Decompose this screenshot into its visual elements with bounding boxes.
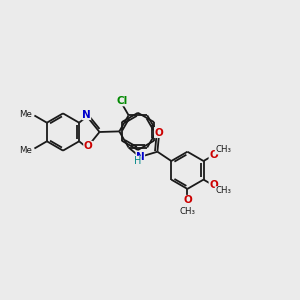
Text: O: O bbox=[209, 150, 218, 160]
Text: N: N bbox=[82, 110, 91, 120]
Text: O: O bbox=[183, 195, 192, 205]
Text: N: N bbox=[136, 152, 145, 162]
Text: CH₃: CH₃ bbox=[179, 207, 195, 216]
Text: Me: Me bbox=[19, 110, 32, 118]
Text: H: H bbox=[134, 156, 142, 166]
Text: Cl: Cl bbox=[117, 96, 128, 106]
Text: O: O bbox=[154, 128, 163, 137]
Text: O: O bbox=[84, 141, 92, 152]
Text: Me: Me bbox=[19, 146, 32, 154]
Text: O: O bbox=[209, 180, 218, 190]
Text: CH₃: CH₃ bbox=[215, 186, 231, 195]
Text: CH₃: CH₃ bbox=[215, 145, 231, 154]
